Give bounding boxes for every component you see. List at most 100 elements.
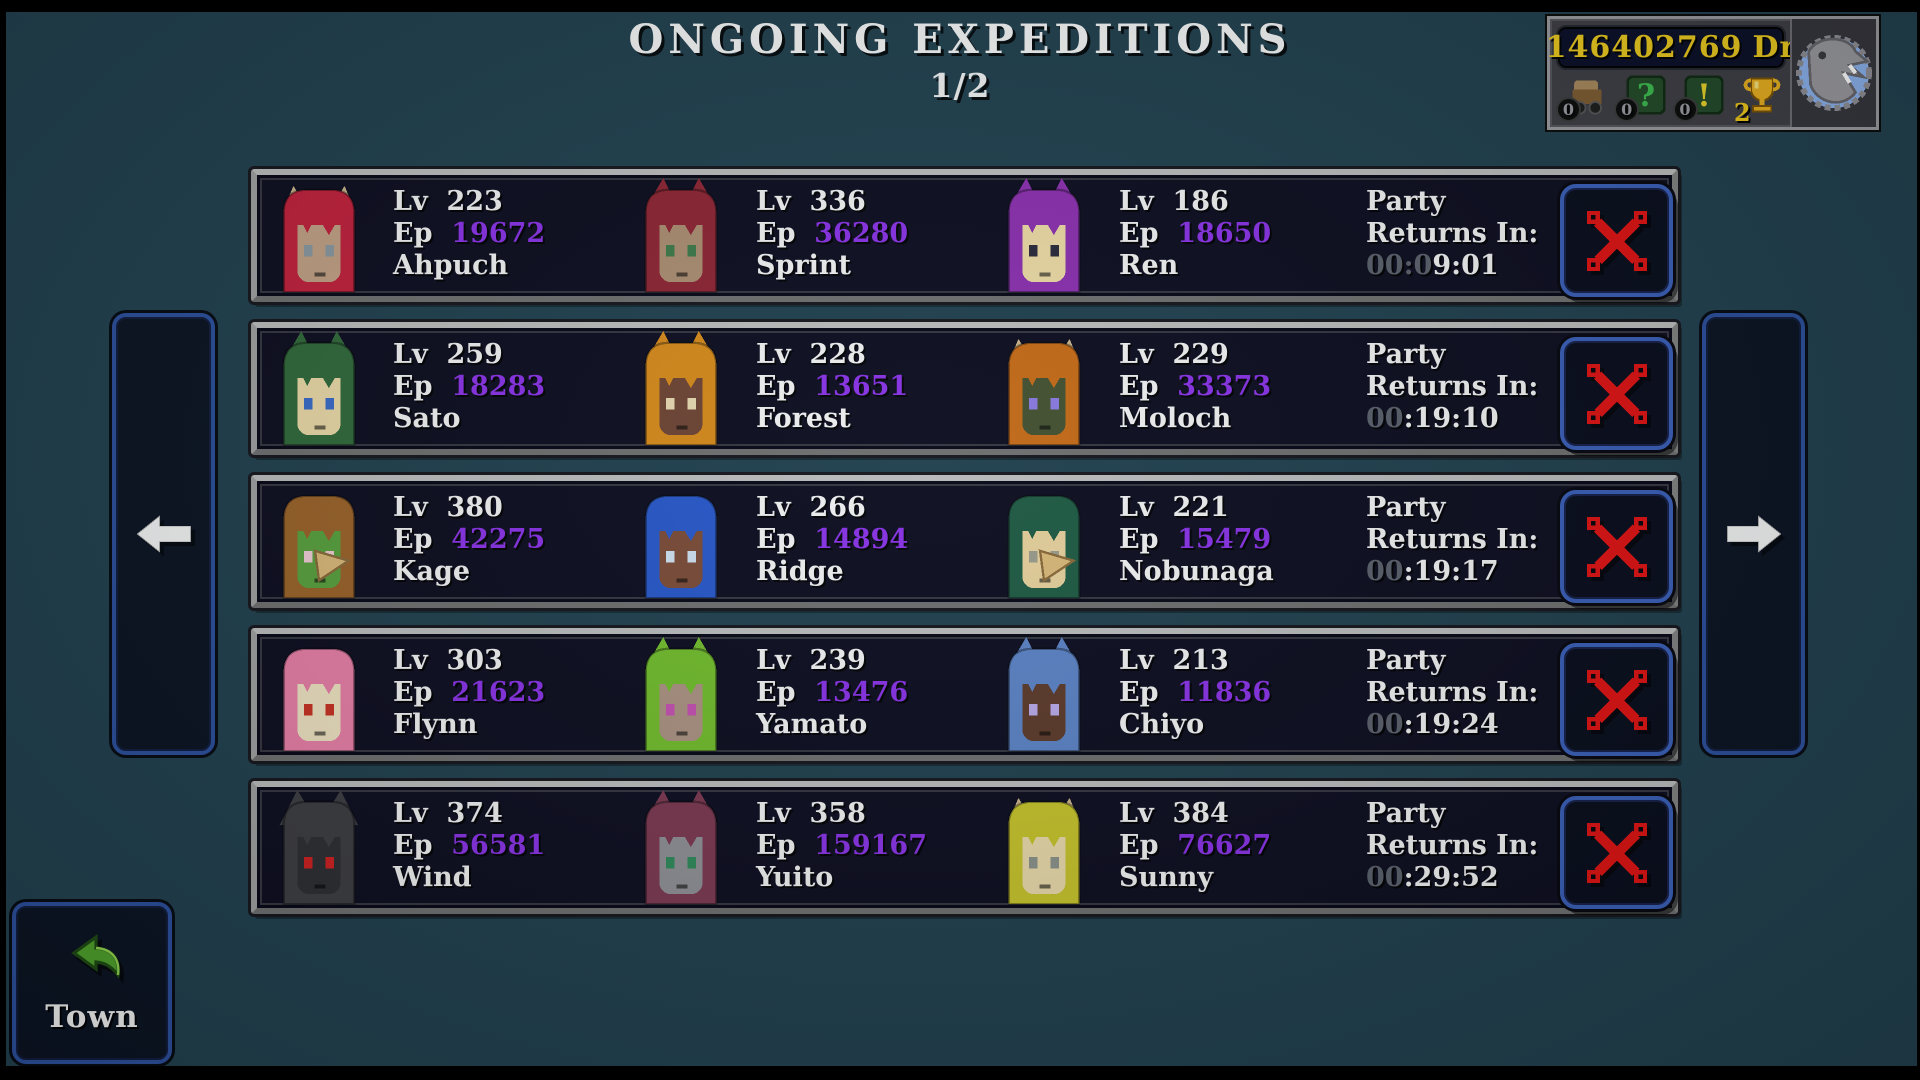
member-ep: Ep 13476	[756, 677, 909, 708]
member-level: Lv 336	[756, 186, 866, 217]
returns-label: Returns In:	[1366, 371, 1539, 402]
expedition-row: Lv 374 Ep 56581 Wind Lv 358 Ep 159167 Yu…	[248, 778, 1681, 917]
character-portrait	[633, 637, 729, 755]
arrow-left-icon	[136, 515, 191, 553]
member-level: Lv 303	[393, 645, 503, 676]
member-info: Lv 384 Ep 76627 Sunny	[1119, 798, 1271, 894]
member-ep: Ep 56581	[393, 830, 546, 861]
expedition-row: Lv 380 Ep 42275 Kage Lv 266 Ep 14894 Rid…	[248, 472, 1681, 611]
svg-text:?: ?	[1636, 78, 1654, 114]
member-ep: Ep 14894	[756, 524, 909, 555]
member-name: Chiyo	[1119, 709, 1205, 740]
member-name: Wind	[393, 862, 472, 893]
arrow-right-icon	[1726, 515, 1781, 553]
character-portrait	[996, 178, 1092, 296]
party-label: Party	[1366, 186, 1446, 217]
character-portrait	[633, 178, 729, 296]
member-ep: Ep 13651	[756, 371, 909, 402]
member-name: Sato	[393, 403, 461, 434]
member-ep: Ep 21623	[393, 677, 546, 708]
member-info: Lv 213 Ep 11836 Chiyo	[1119, 645, 1271, 741]
member-name: Sprint	[756, 250, 851, 281]
character-portrait	[271, 790, 367, 908]
member-ep: Ep 15479	[1119, 524, 1272, 555]
member-ep: Ep 11836	[1119, 677, 1272, 708]
currency-display: 146402769 Dr	[1546, 25, 1795, 70]
character-portrait	[633, 484, 729, 602]
member-name: Yamato	[756, 709, 868, 740]
member-level: Lv 221	[1119, 492, 1229, 523]
trophy-counter: 2	[1731, 73, 1786, 127]
cancel-expedition-button[interactable]	[1560, 796, 1673, 909]
member-name: Moloch	[1119, 403, 1232, 434]
expedition-row: Lv 259 Ep 18283 Sato Lv 228 Ep 13651 For…	[248, 319, 1681, 458]
member-info: Lv 221 Ep 15479 Nobunaga	[1119, 492, 1274, 588]
party-returns-block: Party Returns In: 00:19:24	[1366, 645, 1538, 741]
member-name: Forest	[756, 403, 851, 434]
member-level: Lv 266	[756, 492, 866, 523]
member-level: Lv 213	[1119, 645, 1229, 676]
member-level: Lv 228	[756, 339, 866, 370]
town-button[interactable]: Town	[12, 902, 172, 1064]
member-info: Lv 259 Ep 18283 Sato	[393, 339, 545, 435]
quest-question-counter: ? 0	[1614, 73, 1669, 123]
expedition-row: Lv 223 Ep 19672 Ahpuch Lv 336 Ep 36280 S…	[248, 166, 1681, 305]
character-portrait	[271, 178, 367, 296]
cancel-expedition-button[interactable]	[1560, 643, 1673, 756]
cancel-x-icon	[1586, 363, 1647, 424]
member-name: Flynn	[393, 709, 478, 740]
member-info: Lv 223 Ep 19672 Ahpuch	[393, 186, 545, 282]
character-portrait	[996, 637, 1092, 755]
member-name: Ridge	[756, 556, 844, 587]
character-portrait	[996, 484, 1092, 602]
member-name: Kage	[393, 556, 471, 587]
return-arrow-icon	[71, 933, 120, 979]
character-portrait	[271, 637, 367, 755]
counter-value: 0	[1614, 97, 1640, 122]
party-label: Party	[1366, 645, 1446, 676]
character-portrait	[271, 484, 367, 602]
member-ep: Ep 36280	[756, 218, 909, 249]
cancel-x-icon	[1586, 210, 1647, 271]
next-page-button[interactable]	[1702, 313, 1805, 755]
resource-hud: 146402769 Dr 0 ? 0 ! 0 2	[1546, 16, 1879, 130]
party-label: Party	[1366, 798, 1446, 829]
counter-value: 2	[1733, 98, 1751, 127]
party-returns-timer: 00:19:24	[1366, 709, 1499, 740]
party-returns-timer: 00:29:52	[1366, 862, 1499, 893]
party-returns-timer: 00:09:01	[1366, 250, 1499, 281]
member-ep: Ep 33373	[1119, 371, 1272, 402]
character-portrait	[633, 331, 729, 449]
member-level: Lv 223	[393, 186, 503, 217]
member-level: Lv 374	[393, 798, 503, 829]
svg-text:!: !	[1697, 78, 1711, 114]
member-info: Lv 229 Ep 33373 Moloch	[1119, 339, 1271, 435]
member-info: Lv 186 Ep 18650 Ren	[1119, 186, 1271, 282]
cancel-x-icon	[1586, 822, 1647, 883]
member-name: Yuito	[756, 862, 834, 893]
member-info: Lv 336 Ep 36280 Sprint	[756, 186, 908, 282]
currency-amount: 146402769	[1545, 30, 1743, 65]
cancel-expedition-button[interactable]	[1560, 184, 1673, 297]
member-name: Nobunaga	[1119, 556, 1274, 587]
member-info: Lv 239 Ep 13476 Yamato	[756, 645, 908, 741]
member-ep: Ep 18650	[1119, 218, 1272, 249]
cancel-expedition-button[interactable]	[1560, 337, 1673, 450]
counter-value: 0	[1556, 97, 1581, 122]
member-ep: Ep 19672	[393, 218, 546, 249]
member-info: Lv 266 Ep 14894 Ridge	[756, 492, 908, 588]
member-level: Lv 380	[393, 492, 503, 523]
counter-value: 0	[1672, 97, 1698, 122]
party-returns-block: Party Returns In: 00:29:52	[1366, 798, 1538, 894]
cancel-expedition-button[interactable]	[1560, 490, 1673, 603]
member-ep: Ep 42275	[393, 524, 546, 555]
character-portrait	[633, 790, 729, 908]
previous-page-button[interactable]	[112, 313, 215, 755]
member-level: Lv 358	[756, 798, 866, 829]
cancel-x-icon	[1586, 516, 1647, 577]
party-label: Party	[1366, 339, 1446, 370]
member-level: Lv 186	[1119, 186, 1229, 217]
returns-label: Returns In:	[1366, 218, 1539, 249]
cancel-x-icon	[1586, 669, 1647, 730]
member-ep: Ep 18283	[393, 371, 546, 402]
